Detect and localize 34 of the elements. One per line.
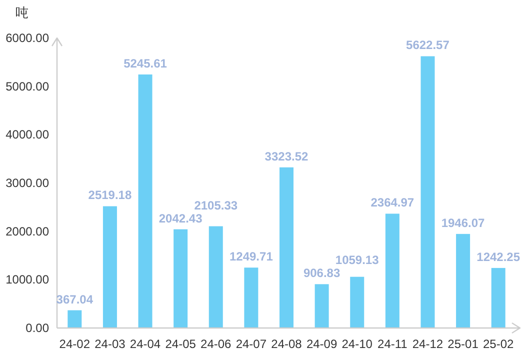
data-label: 5245.61: [124, 56, 168, 70]
data-label: 1249.71: [229, 250, 274, 264]
x-tick-label: 24-09: [306, 337, 338, 351]
x-tick-label: 24-11: [378, 337, 408, 351]
y-tick-label: 1000.00: [6, 272, 50, 287]
data-label: 5622.57: [406, 38, 450, 52]
data-label: 906.83: [303, 266, 340, 280]
x-tick-label: 24-05: [165, 337, 196, 351]
y-axis-title: 吨: [16, 5, 28, 20]
x-tick-label: 24-06: [200, 337, 232, 351]
x-tick-label: 24-03: [94, 337, 126, 351]
x-tick-label: 24-02: [59, 337, 90, 351]
data-label: 3323.52: [264, 149, 309, 164]
data-label: 1059.13: [335, 253, 380, 268]
x-tick-label: 24-12: [412, 337, 444, 351]
x-tick-label: 24-04: [130, 337, 161, 351]
y-tick-label: 0.00: [26, 321, 50, 335]
data-label: 2364.97: [370, 196, 414, 210]
y-tick-label: 3000.00: [6, 176, 50, 190]
x-tick-label: 24-07: [236, 337, 267, 351]
data-label: 2519.18: [88, 188, 132, 202]
data-label: 2042.43: [158, 211, 203, 226]
data-label: 2105.33: [194, 198, 238, 212]
x-tick-label: 24-08: [271, 337, 302, 351]
y-tick-label: 5000.00: [6, 79, 50, 94]
data-label: 1242.25: [476, 250, 520, 264]
data-label: 1946.07: [441, 216, 486, 230]
x-tick-label: 25-01: [448, 337, 479, 351]
x-tick-label: 25-02: [482, 337, 514, 351]
x-tick-label: 24-10: [342, 337, 373, 351]
y-tick-label: 6000.00: [6, 31, 50, 45]
y-tick-label: 2000.00: [6, 224, 50, 238]
data-label: 367.04: [56, 292, 94, 306]
y-tick-label: 4000.00: [6, 128, 50, 142]
